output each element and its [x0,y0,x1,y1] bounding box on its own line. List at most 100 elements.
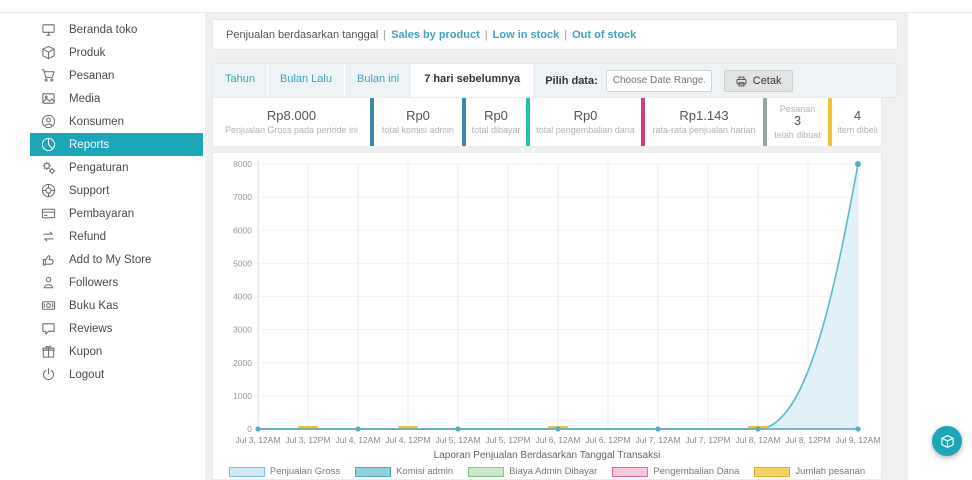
stats-summary: Rp8.000 Penjualan Gross pada periode ini R… [212,97,882,147]
sidebar-item-pesanan[interactable]: Pesanan [30,64,203,87]
right-panel [907,13,972,480]
stat-card-total-dibayar: Rp0 total dibayar [466,98,526,146]
sidebar-item-beranda-toko[interactable]: Beranda toko [30,18,203,41]
main-content: Penjualan berdasarkan tanggal | Sales by … [205,13,908,480]
user-circle-icon [40,114,56,130]
svg-text:5000: 5000 [233,258,252,268]
stat-top-label: Pesanan [779,103,816,114]
stat-divider [763,98,767,146]
legend-swatch [468,466,505,477]
power-icon [40,367,56,383]
legend-swatch [754,466,791,477]
tab-bulan-ini[interactable]: Bulan ini [345,64,413,97]
sidebar-item-pengaturan[interactable]: Pengaturan [30,156,203,179]
comment-icon [40,321,56,337]
sidebar-item-produk[interactable]: Produk [30,41,203,64]
stat-label: total komisi admin [381,124,455,135]
sidebar: Beranda toko Produk Pesanan Media Konsumen Re… [0,13,205,480]
sidebar-item-reports[interactable]: Reports [30,133,203,156]
stat-card-penjualan-gross-pada-periode-ini: Rp8.000 Penjualan Gross pada periode ini [213,98,370,146]
print-button-label: Cetak [752,74,782,87]
stat-label: item dibeli [837,124,878,135]
sidebar-item-support[interactable]: Support [30,179,203,202]
chart-legend: Penjualan Gross Komisi admin Biaya Admin D… [213,466,881,477]
legend-item-jumlah-pesanan[interactable]: Jumlah pesanan [754,466,865,477]
stat-value: Rp0 [406,107,430,123]
stat-value: Rp0 [484,107,508,123]
sidebar-item-konsumen[interactable]: Konsumen [30,110,203,133]
stat-value: 3 [793,112,802,128]
sidebar-item-label: Add to My Store [69,253,152,266]
tab-tahun[interactable]: Tahun [213,64,268,97]
legend-label: Pengembalian Dana [653,466,740,477]
sidebar-item-label: Support [69,184,110,197]
svg-text:Jul 6, 12AM: Jul 6, 12AM [536,435,581,445]
sidebar-item-label: Buku Kas [69,299,119,312]
gears-icon [40,160,56,176]
chart-canvas: 0 1000 2000 3000 4000 5000 6000 7000 8000 Jul 3, … [233,159,880,445]
print-button[interactable]: Cetak [723,69,793,92]
printer-icon [735,74,748,87]
sidebar-menu: Beranda toko Produk Pesanan Media Konsumen Re… [30,18,203,386]
legend-swatch [612,466,649,477]
sidebar-item-reviews[interactable]: Reviews [30,317,203,340]
sidebar-item-label: Pembayaran [69,207,135,220]
sidebar-item-label: Produk [69,46,106,59]
svg-text:8000: 8000 [233,159,252,169]
sidebar-item-kupon[interactable]: Kupon [30,340,203,363]
cube-icon [40,45,56,61]
sidebar-item-label: Konsumen [69,115,124,128]
sidebar-item-pembayaran[interactable]: Pembayaran [30,202,203,225]
legend-label: Jumlah pesanan [795,466,866,477]
box-icon [940,434,955,449]
stat-card-telah-dibuat: Pesanan 3 telah dibuat [767,98,828,146]
svg-text:3000: 3000 [233,325,252,335]
breadcrumb-separator: | [564,28,568,41]
cart-icon [40,68,56,84]
stat-value: 4 [853,107,862,123]
pie-chart-icon [40,137,56,153]
legend-item-biaya-admin-dibayar[interactable]: Biaya Admin Dibayar [468,466,597,477]
legend-item-pengembalian-dana[interactable]: Pengembalian Dana [612,466,739,477]
sidebar-item-label: Kupon [69,345,103,358]
svg-text:Jul 8, 12PM: Jul 8, 12PM [786,435,831,445]
stat-label: total pengembalian dana [536,124,635,135]
stat-divider [641,98,645,146]
breadcrumb-link-out-of-stock[interactable]: Out of stock [572,28,637,41]
breadcrumb-link-low-in-stock[interactable]: Low in stock [492,28,560,41]
sidebar-item-add-to-my-store[interactable]: Add to My Store [30,248,203,271]
sidebar-item-followers[interactable]: Followers [30,271,203,294]
date-range-input[interactable] [605,69,712,92]
tab-7-hari-sebelumnya[interactable]: 7 hari sebelumnya [412,64,534,97]
sales-chart: 0 1000 2000 3000 4000 5000 6000 7000 8000 Jul 3, … [213,153,881,449]
sidebar-item-refund[interactable]: Refund [30,225,203,248]
svg-text:2000: 2000 [233,358,252,368]
sidebar-item-label: Beranda toko [69,23,138,36]
products-fab-button[interactable] [932,426,962,456]
follower-icon [40,275,56,291]
chart-title: Laporan Penjualan Berdasarkan Tanggal Tr… [433,450,661,461]
stat-value: Rp8.000 [266,107,317,123]
filter-bar: Tahun Bulan Lalu Bulan ini 7 hari sebelumny… [212,63,898,98]
stat-card-total-pengembalian-dana: Rp0 total pengembalian dana [530,98,641,146]
breadcrumb-link-sales-by-product[interactable]: Sales by product [391,28,480,41]
svg-text:Jul 7, 12PM: Jul 7, 12PM [686,435,731,445]
tab-bulan-lalu[interactable]: Bulan Lalu [268,64,345,97]
sidebar-item-label: Logout [69,368,105,381]
stat-divider [526,98,530,146]
svg-text:Jul 5, 12PM: Jul 5, 12PM [486,435,531,445]
sidebar-item-label: Refund [69,230,107,243]
legend-item-penjualan-gross[interactable]: Penjualan Gross [228,466,341,477]
breadcrumb-separator: | [383,28,387,41]
sidebar-item-buku-kas[interactable]: Buku Kas [30,294,203,317]
svg-text:0: 0 [247,424,252,434]
support-icon [40,183,56,199]
svg-text:Jul 5, 12AM: Jul 5, 12AM [436,435,481,445]
svg-text:1000: 1000 [233,391,252,401]
legend-label: Komisi admin [396,466,454,477]
sidebar-item-logout[interactable]: Logout [30,363,203,386]
legend-item-komisi-admin[interactable]: Komisi admin [355,466,453,477]
sidebar-item-label: Media [69,92,101,105]
sidebar-item-media[interactable]: Media [30,87,203,110]
legend-label: Penjualan Gross [269,466,341,477]
